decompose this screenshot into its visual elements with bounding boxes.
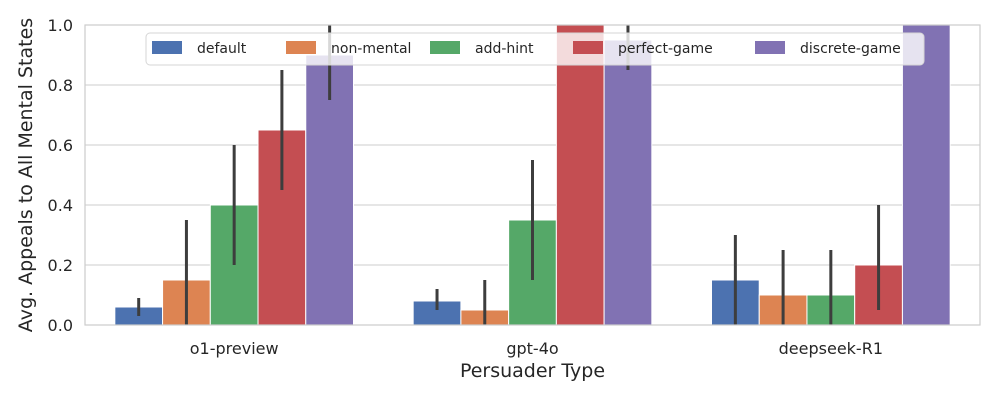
bar-discrete-game-deepseek-R1: [901, 24, 951, 326]
legend-box: [145, 32, 925, 66]
y-tick-label: 1.0: [48, 16, 73, 35]
bar-perfect-game-gpt-4o: [555, 24, 605, 326]
x-tick-labels: o1-preview gpt-4o deepseek-R1: [190, 339, 883, 358]
x-tick-label: gpt-4o: [506, 339, 558, 358]
legend-swatch-non-mental: [286, 41, 316, 54]
x-axis-label: Persuader Type: [460, 360, 605, 382]
legend-label-non-mental: non-mental: [331, 41, 411, 57]
y-tick-label: 0.2: [48, 256, 73, 275]
legend-swatch-default: [152, 41, 182, 54]
x-tick-label: deepseek-R1: [779, 339, 883, 358]
legend-swatch-perfect-game: [573, 41, 603, 54]
y-tick-label: 0.6: [48, 136, 73, 155]
bar-discrete-game-gpt-4o: [603, 39, 653, 326]
legend: default non-mental add-hint perfect-game dis…: [145, 32, 925, 66]
y-tick-label: 0.8: [48, 76, 73, 95]
legend-label-default: default: [197, 41, 247, 57]
x-tick-label: o1-preview: [190, 339, 279, 358]
legend-label-perfect-game: perfect-game: [618, 41, 713, 57]
y-axis-label: Avg. Appeals to All Mental States: [15, 18, 37, 332]
legend-label-add-hint: add-hint: [475, 41, 534, 57]
legend-swatch-add-hint: [430, 41, 460, 54]
plot-frame: [84, 24, 981, 326]
error-bars: [137, 25, 881, 325]
y-tick-label: 0.0: [48, 316, 73, 335]
legend-swatch-discrete-game: [755, 41, 785, 54]
y-tick-label: 0.4: [48, 196, 73, 215]
legend-label-discrete-game: discrete-game: [800, 41, 901, 57]
y-tick-labels: 0.0 0.2 0.4 0.6 0.8 1.0: [48, 16, 73, 335]
